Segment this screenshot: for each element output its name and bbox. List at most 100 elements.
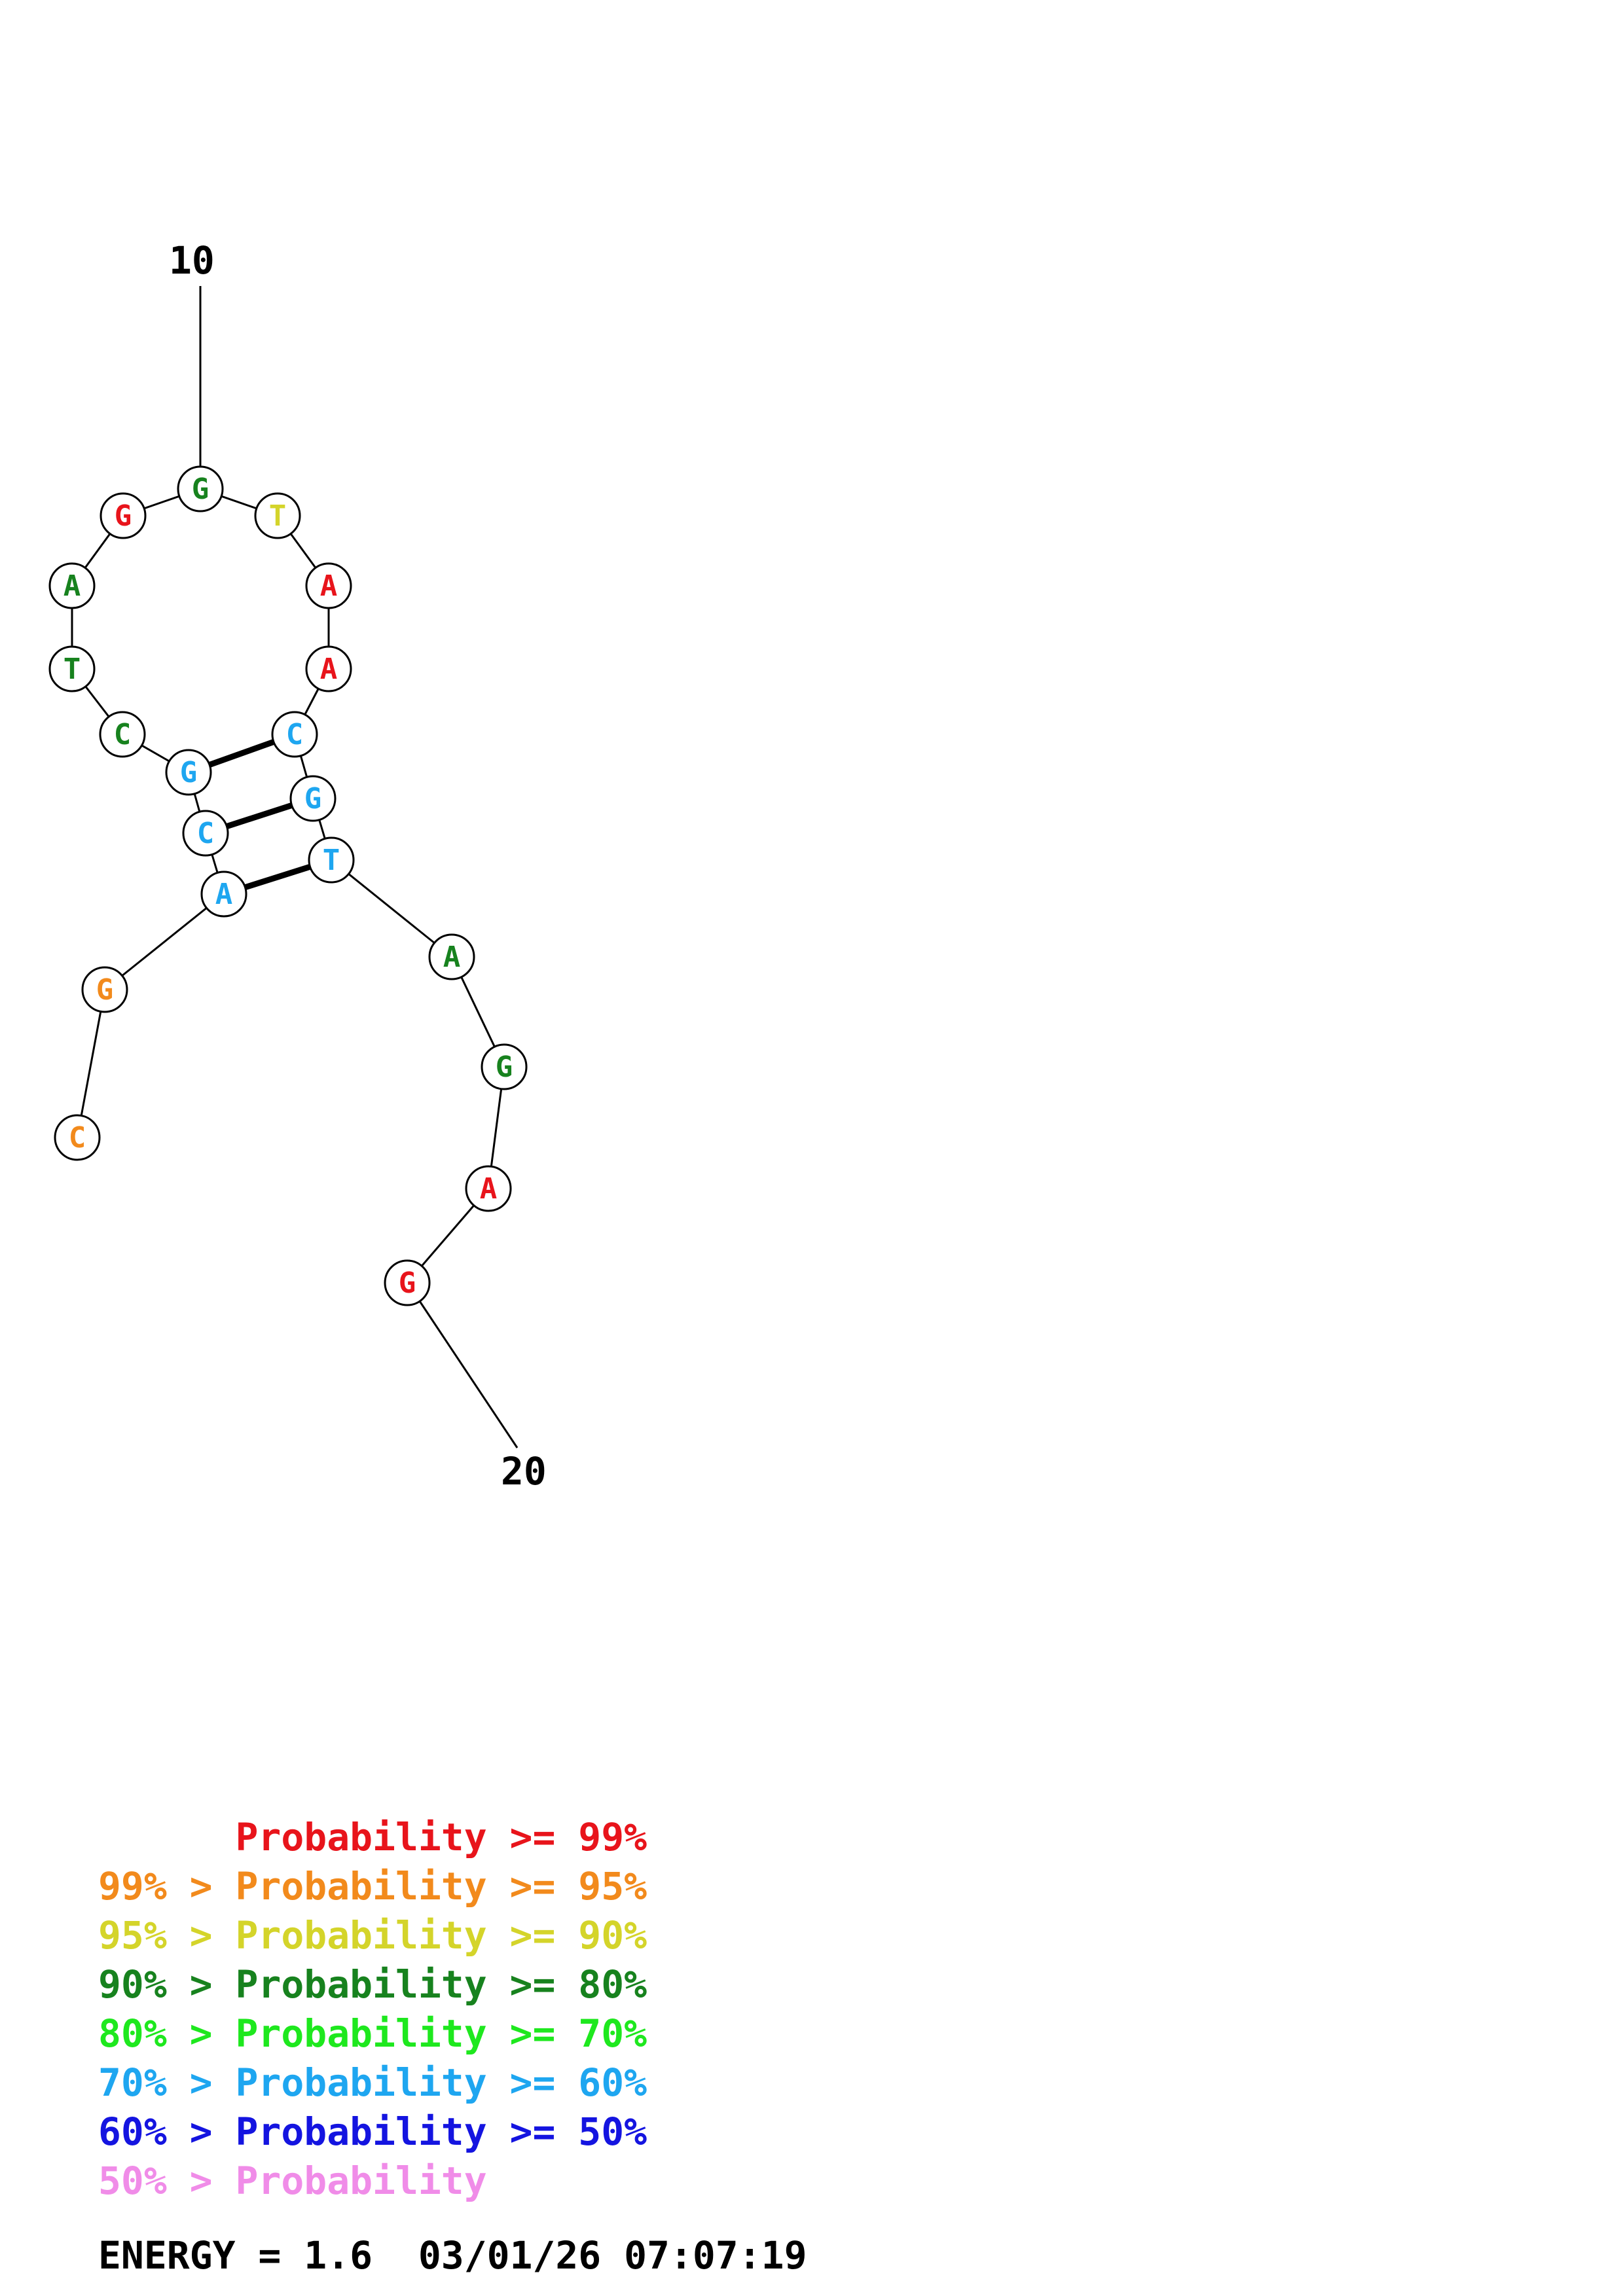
base-circle	[428, 933, 475, 980]
legend-row: 95% > Probability >= 90%	[98, 1911, 647, 1960]
base-circle	[182, 810, 229, 857]
base-letter: G	[96, 973, 114, 1007]
legend-label: Probability >= 99%	[235, 1815, 647, 1859]
base-circle	[254, 492, 301, 539]
probability-legend: Probability >= 99% 99% > Probability >= 9…	[98, 1813, 647, 2206]
base-circle	[165, 749, 212, 796]
base-letter: A	[480, 1172, 498, 1206]
base-node: A	[305, 562, 352, 609]
legend-label: Probability >= 95%	[235, 1864, 647, 1909]
legend-label: Probability	[235, 2159, 487, 2203]
base-letter: G	[115, 499, 132, 533]
base-letter: A	[215, 878, 233, 911]
legend-threshold: 70% >	[98, 2060, 236, 2105]
base-node: T	[254, 492, 301, 539]
base-letter: C	[197, 817, 215, 850]
legend-threshold: 95% >	[98, 1913, 236, 1958]
position-ticks	[199, 286, 519, 1448]
base-circle	[100, 492, 147, 539]
base-letter: G	[496, 1050, 513, 1084]
base-circle	[305, 645, 352, 692]
legend-threshold	[98, 1815, 236, 1859]
base-letter: C	[114, 718, 132, 751]
legend-label: Probability >= 50%	[235, 2109, 647, 2154]
backbone-lines	[71, 488, 505, 1283]
legend-threshold: 60% >	[98, 2109, 236, 2154]
base-pair-bonds	[208, 739, 311, 891]
legend-label: Probability >= 90%	[235, 1913, 647, 1958]
base-circle	[384, 1259, 431, 1306]
base-node: A	[305, 645, 352, 692]
base-circle	[305, 562, 352, 609]
base-circle	[48, 645, 96, 692]
backbone-segment	[331, 859, 452, 958]
legend-threshold: 80% >	[98, 2011, 236, 2056]
base-circle	[54, 1114, 101, 1161]
base-pair-bond	[244, 863, 311, 891]
base-circle	[481, 1043, 528, 1090]
base-letter: C	[69, 1121, 86, 1155]
legend-row: 50% > Probability	[98, 2157, 647, 2206]
base-node: T	[308, 836, 355, 884]
base-node: A	[465, 1165, 512, 1212]
base-node: A	[48, 562, 96, 609]
base-circle	[81, 966, 128, 1013]
base-letter: G	[399, 1266, 416, 1300]
base-node: G	[289, 775, 337, 822]
base-circle	[177, 465, 224, 512]
legend-label: Probability >= 70%	[235, 2011, 647, 2056]
base-node: C	[54, 1114, 101, 1161]
base-node: A	[428, 933, 475, 980]
legend-threshold: 50% >	[98, 2159, 236, 2203]
base-letter: A	[320, 569, 338, 603]
base-circle	[289, 775, 337, 822]
base-pair-bond	[225, 802, 293, 829]
base-circle	[308, 836, 355, 884]
base-letter: T	[323, 844, 340, 877]
base-letter: T	[269, 499, 287, 533]
base-node: G	[481, 1043, 528, 1090]
base-letter: G	[304, 782, 322, 816]
legend-row: 60% > Probability >= 50%	[98, 2108, 647, 2157]
position-tick-20	[418, 1300, 519, 1448]
base-node: G	[100, 492, 147, 539]
base-letter: C	[286, 718, 304, 751]
backbone-segment	[104, 893, 225, 991]
base-node: T	[48, 645, 96, 692]
legend-row: 70% > Probability >= 60%	[98, 2058, 647, 2108]
legend-row: Probability >= 99%	[98, 1813, 647, 1862]
base-letter: A	[320, 653, 338, 686]
base-letter: A	[443, 941, 461, 974]
base-letter: A	[64, 569, 81, 603]
legend-threshold: 99% >	[98, 1864, 236, 1909]
legend-row: 80% > Probability >= 70%	[98, 2009, 647, 2058]
base-circle	[271, 711, 318, 758]
base-node: C	[99, 711, 146, 758]
legend-threshold: 90% >	[98, 1962, 236, 2007]
base-circle	[465, 1165, 512, 1212]
base-circle	[200, 870, 247, 918]
base-node: C	[182, 810, 229, 857]
base-pair-bond	[208, 739, 275, 768]
base-node: A	[200, 870, 247, 918]
legend-row: 99% > Probability >= 95%	[98, 1862, 647, 1911]
energy-timestamp: ENERGY = 1.6 03/01/26 07:07:19	[98, 2233, 807, 2278]
base-letter: G	[192, 473, 210, 506]
base-circle	[99, 711, 146, 758]
base-node: G	[177, 465, 224, 512]
base-node: G	[384, 1259, 431, 1306]
base-node: G	[165, 749, 212, 796]
base-letter: G	[180, 756, 198, 789]
base-node: G	[81, 966, 128, 1013]
legend-label: Probability >= 60%	[235, 2060, 647, 2105]
base-circle	[48, 562, 96, 609]
backbone-segment	[76, 989, 106, 1138]
base-node: C	[271, 711, 318, 758]
position-label-10: 10	[169, 238, 215, 283]
base-letter: T	[64, 653, 81, 686]
legend-label: Probability >= 80%	[235, 1962, 647, 2007]
legend-row: 90% > Probability >= 80%	[98, 1960, 647, 2009]
position-label-20: 20	[501, 1449, 547, 1494]
